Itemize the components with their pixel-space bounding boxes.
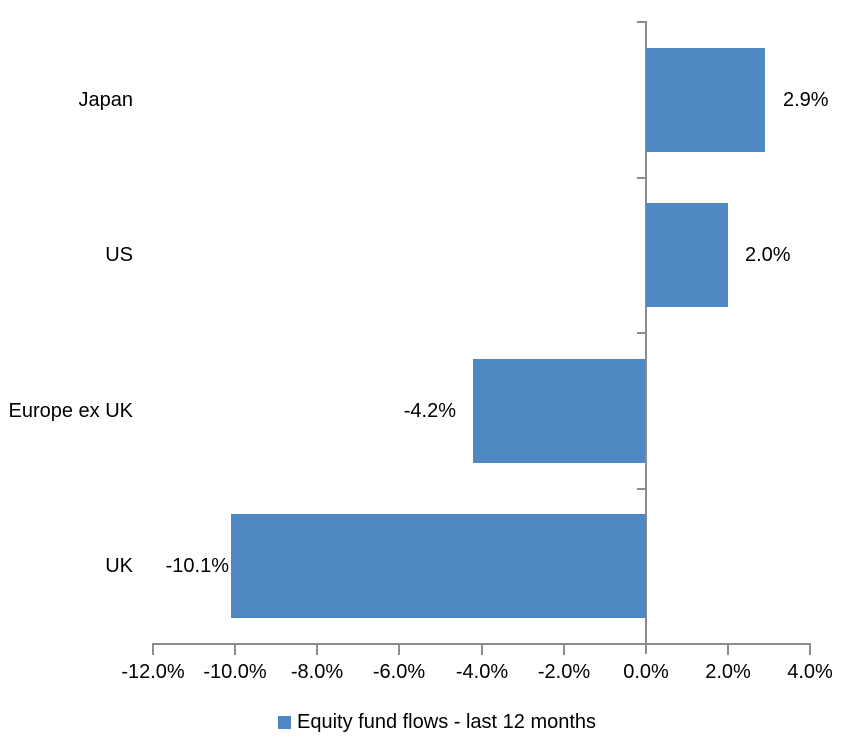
bar-us xyxy=(646,203,728,307)
category-label-us: US xyxy=(105,244,133,266)
value-axis-tick xyxy=(398,643,400,655)
value-axis-tick xyxy=(809,643,811,655)
category-axis-tick xyxy=(637,177,646,179)
data-label-uk: -10.1% xyxy=(165,555,229,577)
value-axis-tick xyxy=(727,643,729,655)
category-label-japan: Japan xyxy=(78,89,134,111)
legend-series-label: Equity fund flows - last 12 months xyxy=(297,711,597,733)
bar-japan xyxy=(646,48,765,152)
value-axis-tick xyxy=(152,643,154,655)
category-axis-tick xyxy=(637,488,646,490)
value-axis-tick-label: 4.0% xyxy=(787,661,833,683)
value-axis-tick-label: -10.0% xyxy=(203,661,267,683)
category-label-europe-ex-uk: Europe ex UK xyxy=(8,400,133,422)
value-axis-tick xyxy=(481,643,483,655)
value-axis-tick-label: -4.0% xyxy=(455,661,509,683)
category-axis-tick xyxy=(637,332,646,334)
data-label-europe-ex-uk: -4.2% xyxy=(403,400,456,422)
value-axis-tick-label: 0.0% xyxy=(623,661,669,683)
legend-series-swatch-icon xyxy=(278,716,291,729)
legend: Equity fund flows - last 12 months xyxy=(278,710,596,735)
value-axis-tick xyxy=(316,643,318,655)
value-axis-tick-label: -6.0% xyxy=(372,661,426,683)
value-axis-tick xyxy=(234,643,236,655)
data-label-us: 2.0% xyxy=(745,244,791,266)
value-axis-tick-label: -8.0% xyxy=(290,661,344,683)
value-axis-tick-label: 2.0% xyxy=(705,661,751,683)
category-label-uk: UK xyxy=(105,555,133,577)
data-label-japan: 2.9% xyxy=(783,89,829,111)
category-axis-line xyxy=(645,21,647,654)
bar-uk xyxy=(231,514,646,618)
value-axis-tick-label: -2.0% xyxy=(537,661,591,683)
value-axis-tick-label: -12.0% xyxy=(121,661,185,683)
category-axis-tick xyxy=(637,21,646,23)
bar-europe-ex-uk xyxy=(473,359,645,463)
value-axis-tick xyxy=(563,643,565,655)
